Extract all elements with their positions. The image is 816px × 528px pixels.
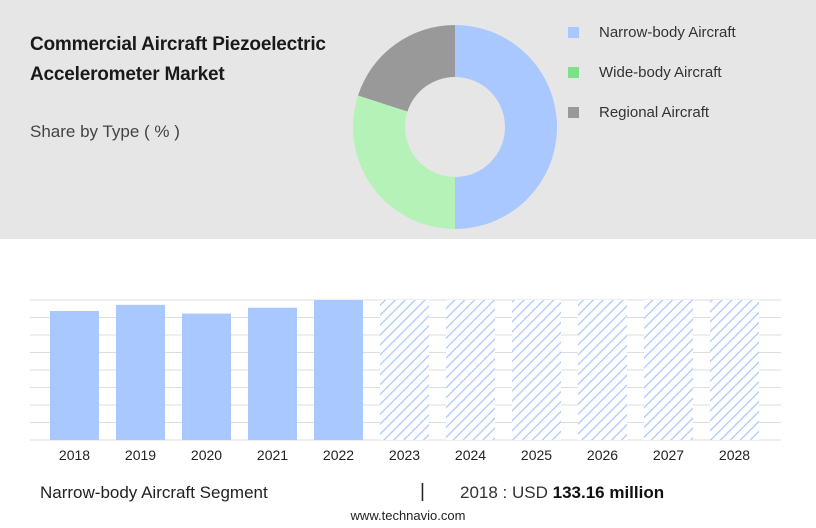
x-tick-label-2021: 2021 <box>257 447 288 463</box>
bar-2021 <box>248 307 297 440</box>
legend-swatch-narrow-body <box>568 26 579 38</box>
forecast-bar-2023 <box>380 300 429 440</box>
forecast-bar-2024 <box>446 300 495 440</box>
legend-label-narrow-body: Narrow-body Aircraft <box>599 23 736 41</box>
segment-value: 2018 : USD 133.16 million <box>460 483 664 503</box>
bar-panel: 2018 2019 2020 2021 2022 2023 2024 2025 2026 2027… <box>0 239 816 528</box>
legend-item-narrow-body: Narrow-body Aircraft <box>568 12 736 52</box>
bar-2022 <box>314 300 363 440</box>
donut-slice-wide-body-aircraft <box>353 95 455 229</box>
x-tick-label-2024: 2024 <box>455 447 486 463</box>
x-tick-label-2023: 2023 <box>389 447 420 463</box>
segment-label: Narrow-body Aircraft Segment <box>40 483 268 502</box>
x-tick-label-2018: 2018 <box>59 447 90 463</box>
forecast-bar-2025 <box>512 300 561 440</box>
donut-slice-regional-aircraft <box>357 25 455 112</box>
x-tick-label-2022: 2022 <box>323 447 354 463</box>
bar-2018 <box>50 310 99 440</box>
forecast-bar-2026 <box>578 300 627 440</box>
x-tick-label-2026: 2026 <box>587 447 618 463</box>
footer-separator: | <box>420 481 425 502</box>
x-tick-label-2027: 2027 <box>653 447 684 463</box>
legend: Narrow-body Aircraft Wide-body Aircraft … <box>568 12 736 132</box>
x-tick-label-2019: 2019 <box>125 447 156 463</box>
donut-chart <box>353 25 557 229</box>
donut-slice-narrow-body-aircraft <box>455 25 557 229</box>
x-tick-label-2020: 2020 <box>191 447 222 463</box>
legend-item-wide-body: Wide-body Aircraft <box>568 52 736 92</box>
legend-swatch-regional <box>568 106 579 118</box>
segment-value-prefix: 2018 : USD <box>460 483 548 502</box>
website-link[interactable]: www.technavio.com <box>350 508 466 523</box>
legend-label-regional: Regional Aircraft <box>599 103 710 121</box>
chart-title: Commercial Aircraft Piezoelectric Accele… <box>30 34 326 85</box>
forecast-bar-2027 <box>644 300 693 440</box>
x-tick-label-2025: 2025 <box>521 447 552 463</box>
forecast-bar-2028 <box>710 300 759 440</box>
segment-value-amount: 133.16 million <box>552 483 665 502</box>
bar-2020 <box>182 313 231 440</box>
bar-chart: 2018 2019 2020 2021 2022 2023 2024 2025 2026 2027… <box>30 299 781 463</box>
x-tick-label-2028: 2028 <box>719 447 750 463</box>
bar-2019 <box>116 304 165 440</box>
legend-label-wide-body: Wide-body Aircraft <box>599 63 722 81</box>
legend-item-regional: Regional Aircraft <box>568 92 736 132</box>
share-panel: Commercial Aircraft Piezoelectric Accele… <box>0 0 816 239</box>
legend-swatch-wide-body <box>568 66 579 78</box>
chart-subtitle: Share by Type ( % ) <box>30 122 180 141</box>
